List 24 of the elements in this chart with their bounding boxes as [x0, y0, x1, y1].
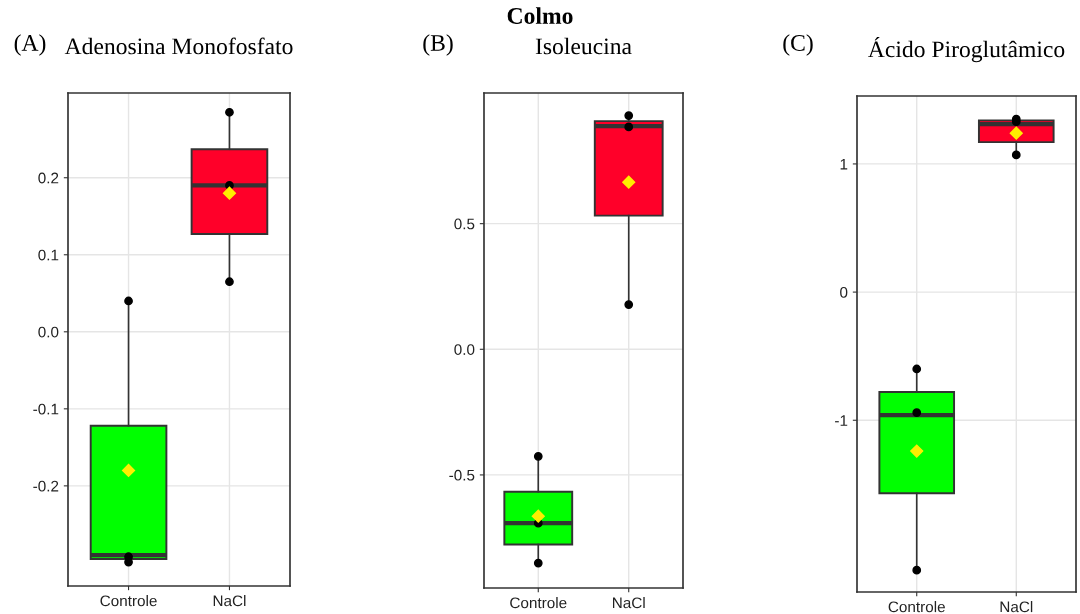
text: Colmo: [507, 7, 573, 24]
y-tick-label: 0.0: [38, 326, 59, 338]
chart-title: Isoleucina: [535, 37, 632, 55]
y-tick-label: -1: [835, 415, 848, 426]
chart-title: Adenosina Monofosfato: [64, 37, 293, 55]
y-tick-label: -0.1: [33, 403, 59, 415]
y-tick-label: 0.5: [454, 218, 475, 230]
y-tick-label: 1: [840, 158, 848, 170]
y-tick-label: 0.2: [38, 172, 59, 184]
x-tick-label: NaCl: [613, 597, 645, 609]
x-tick-label: Controle: [888, 601, 945, 613]
y-tick-label: 0.0: [454, 344, 475, 355]
chart-title: Ácido Piroglutâmico: [868, 36, 1065, 63]
x-tick-label: Controle: [100, 595, 157, 607]
text: (B): [423, 34, 453, 56]
x-tick-label: NaCl: [1000, 601, 1033, 613]
text: (A): [14, 34, 46, 56]
x-tick-label: Controle: [510, 597, 567, 609]
text: (C): [783, 34, 813, 56]
y-tick-label: 0: [840, 286, 848, 298]
y-tick-label: -0.5: [449, 469, 475, 481]
y-tick-label: -0.2: [33, 480, 59, 492]
y-tick-label: 0.1: [38, 249, 59, 261]
x-tick-label: NaCl: [213, 595, 246, 607]
